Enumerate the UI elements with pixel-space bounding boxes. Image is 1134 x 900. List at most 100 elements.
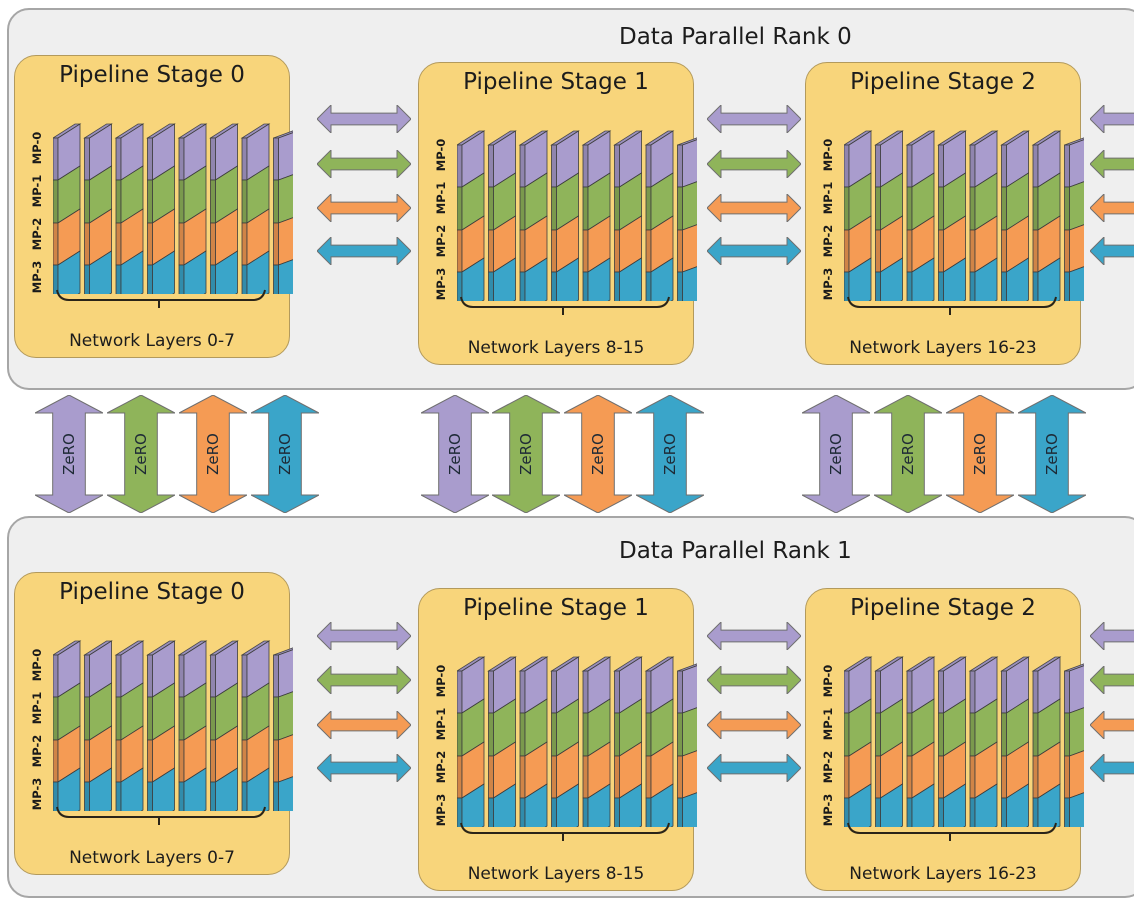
mp-3-shard: [524, 783, 548, 841]
mp-label-text: MP-0: [821, 664, 835, 698]
network-layer: [1031, 130, 1062, 315]
mp-3-shard: [880, 783, 903, 841]
pipeline-arrow-mp-1: [316, 664, 412, 698]
network-layer: [1064, 130, 1108, 315]
rank-1-pipeline-stage-2: Pipeline Stage 2 MP-0 MP-1 MP-2 MP-3 Network …: [805, 588, 1108, 891]
mp-labels: MP-0 MP-1 MP-2 MP-3: [431, 659, 451, 829]
pipeline-arrow-mp-0-offscreen: [1089, 620, 1134, 654]
mp-label-2: MP-2: [27, 729, 47, 773]
mp-labels: MP-0 MP-1 MP-2 MP-3: [27, 643, 47, 813]
network-layer: [518, 130, 549, 315]
network-layer: [83, 123, 113, 308]
zero-label: ZeRO: [1043, 433, 1061, 475]
pipeline-arrow-mp-0: [706, 620, 802, 654]
rank-title: Data Parallel Rank 0: [619, 24, 852, 50]
mp-label-text: MP-2: [821, 224, 835, 258]
rank-0-pipeline-stage-1: Pipeline Stage 1 MP-0 MP-1 MP-2 MP-3 Network …: [418, 62, 721, 365]
network-layer: [114, 640, 145, 825]
mp-3-shard: [1006, 257, 1029, 315]
network-layer: [905, 130, 936, 315]
network-layer: [487, 656, 517, 841]
pipeline-arrow-mp-2: [706, 709, 802, 743]
layer-stack: [51, 123, 317, 308]
rank-0-pipeline-stage-0: Pipeline Stage 0 MP-0 MP-1 MP-2 MP-3 Network …: [14, 55, 317, 358]
pipeline-arrow-mp-0-offscreen: [1089, 103, 1134, 137]
network-layer: [905, 656, 936, 841]
network-layer: [240, 123, 271, 308]
network-layer: [273, 123, 317, 308]
stage-title: Pipeline Stage 1: [463, 69, 649, 95]
mp-label-3: MP-3: [818, 788, 838, 832]
mp-label-text: MP-0: [30, 648, 44, 682]
mp-label-1: MP-1: [431, 702, 451, 746]
pipeline-arrow-mp-2: [706, 192, 802, 226]
mp-3-shard: [619, 783, 642, 841]
zero-label: ZeRO: [971, 433, 989, 475]
network-layer: [968, 130, 999, 315]
stage-title: Pipeline Stage 1: [463, 595, 649, 621]
mp-label-2: MP-2: [431, 745, 451, 789]
brace-icon: [847, 296, 1057, 315]
mp-label-text: MP-2: [821, 750, 835, 784]
mp-label-text: MP-1: [821, 181, 835, 215]
mp-3-shard: [911, 783, 935, 841]
zero-label: ZeRO: [132, 433, 150, 475]
pipeline-arrow-mp-0: [316, 103, 412, 137]
layer-stack: [455, 130, 721, 315]
mp-label-0: MP-0: [431, 133, 451, 177]
pipeline-arrow-mp-1: [706, 664, 802, 698]
zero-arrow-stage-2-mp-0: ZeRO: [801, 394, 871, 514]
mp-3-shard: [974, 783, 998, 841]
mp-label-text: MP-2: [434, 224, 448, 258]
brace-icon: [56, 289, 266, 308]
mp-3-shard: [619, 257, 642, 315]
layers-container: [842, 121, 1108, 315]
network-layers-label: Network Layers 8-15: [467, 338, 645, 358]
network-layer: [177, 123, 208, 308]
zero-label: ZeRO: [827, 433, 845, 475]
layer-stack: [455, 656, 721, 841]
mp-label-text: MP-3: [434, 267, 448, 301]
network-layer: [209, 123, 239, 308]
brace-icon: [56, 806, 266, 825]
network-layer: [581, 130, 612, 315]
pipeline-arrow-mp-3: [316, 235, 412, 269]
network-layer: [273, 640, 317, 825]
mp-3-shard: [215, 250, 238, 308]
mp-label-3: MP-3: [431, 788, 451, 832]
network-layers-label: Network Layers 16-23: [849, 864, 1037, 884]
mp-label-1: MP-1: [431, 176, 451, 220]
mp-3-shard: [943, 257, 966, 315]
mp-label-text: MP-3: [30, 777, 44, 811]
pipeline-arrow-mp-2: [316, 192, 412, 226]
network-layer: [240, 640, 271, 825]
layer-brace: [846, 821, 1061, 849]
layers-container: [51, 114, 317, 308]
pipeline-arrow-mp-2-offscreen: [1089, 709, 1134, 743]
mp-labels: MP-0 MP-1 MP-2 MP-3: [818, 659, 838, 829]
zero-arrow-stage-0-mp-1: ZeRO: [106, 394, 176, 514]
pipeline-arrow-mp-3: [706, 752, 802, 786]
zero-label: ZeRO: [517, 433, 535, 475]
zero-arrow-stage-0-mp-2: ZeRO: [178, 394, 248, 514]
zero-label: ZeRO: [589, 433, 607, 475]
zero-label: ZeRO: [661, 433, 679, 475]
layer-brace: [459, 821, 674, 849]
network-layer: [1064, 656, 1108, 841]
pipeline-arrow-mp-2-offscreen: [1089, 192, 1134, 226]
layers-container: [455, 121, 721, 315]
layers-container: [842, 647, 1108, 841]
mp-label-2: MP-2: [818, 745, 838, 789]
pipeline-arrow-mp-3-offscreen: [1089, 752, 1134, 786]
mp-label-0: MP-0: [431, 659, 451, 703]
mp-label-text: MP-1: [30, 691, 44, 725]
layers-container: [51, 631, 317, 825]
network-layer: [146, 123, 176, 308]
mp-label-text: MP-0: [434, 664, 448, 698]
mp-3-shard: [215, 767, 238, 825]
network-layer: [874, 656, 904, 841]
zero-arrow-stage-0-mp-0: ZeRO: [34, 394, 104, 514]
layer-brace: [459, 295, 674, 323]
network-layer: [51, 640, 82, 825]
network-layer: [51, 123, 82, 308]
